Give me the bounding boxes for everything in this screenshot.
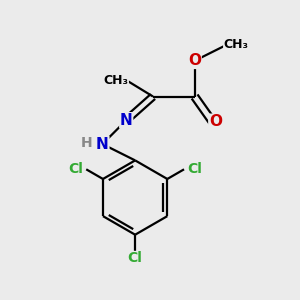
Text: Cl: Cl (128, 251, 142, 266)
Text: O: O (188, 53, 201, 68)
Text: CH₃: CH₃ (103, 74, 128, 87)
Text: N: N (96, 136, 109, 152)
Text: CH₃: CH₃ (224, 38, 249, 51)
Text: N: N (120, 113, 133, 128)
Text: H: H (80, 136, 92, 150)
Text: Cl: Cl (187, 162, 202, 176)
Text: Cl: Cl (68, 162, 83, 176)
Text: O: O (209, 114, 222, 129)
